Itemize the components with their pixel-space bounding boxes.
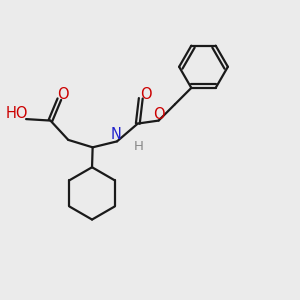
Text: O: O [140, 87, 152, 102]
Text: N: N [110, 127, 121, 142]
Text: O: O [57, 87, 69, 102]
Text: O: O [153, 106, 164, 122]
Text: HO: HO [5, 106, 28, 121]
Text: H: H [134, 140, 144, 153]
